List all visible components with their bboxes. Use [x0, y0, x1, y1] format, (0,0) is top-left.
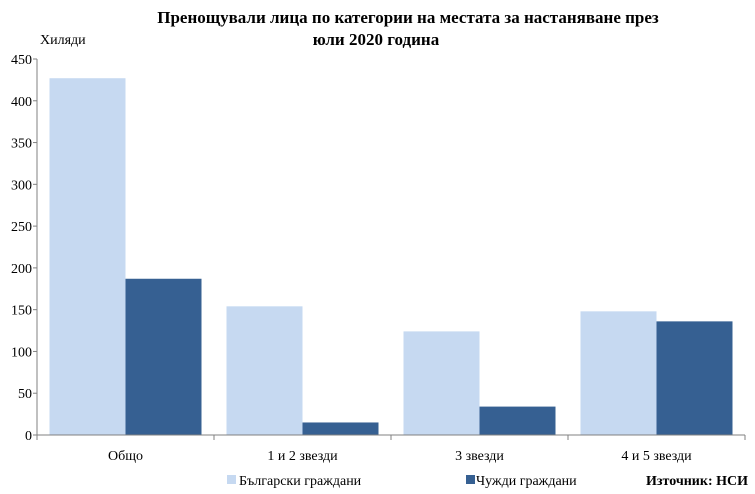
legend: Български граждани Чужди граждани [227, 474, 577, 489]
source-note: Източник: НСИ [646, 474, 748, 489]
y-tick-label: 300 [11, 178, 32, 193]
y-tick-label: 250 [11, 220, 32, 235]
legend-label-foreign: Чужди граждани [476, 474, 577, 489]
y-tick-label: 350 [11, 137, 32, 152]
bar-foreign [125, 278, 202, 435]
bar-foreign [302, 422, 379, 435]
x-category-label: 4 и 5 звезди [621, 449, 692, 464]
y-tick-label: 400 [11, 95, 32, 110]
y-tick-label: 200 [11, 262, 32, 277]
legend-swatch-bulgarian [227, 475, 236, 484]
bar-foreign [656, 321, 733, 435]
bar-bulgarian [580, 311, 657, 435]
y-tick-label: 450 [11, 53, 32, 68]
legend-swatch-foreign [466, 475, 475, 484]
y-tick-label: 150 [11, 304, 32, 319]
bar-bulgarian [49, 78, 126, 436]
chart-title-line-2: юли 2020 година [313, 30, 440, 49]
legend-label-bulgarian: Български граждани [239, 474, 362, 489]
y-axis-unit-label: Хиляди [40, 33, 86, 48]
x-category-label: Общо [108, 449, 143, 464]
bar-bulgarian [226, 306, 303, 435]
y-tick-label: 50 [18, 387, 32, 402]
y-tick-label: 0 [25, 429, 32, 444]
bar-foreign [479, 406, 556, 435]
x-category-label: 3 звезди [455, 449, 504, 464]
y-tick-label: 100 [11, 345, 32, 360]
chart-title-line-1: Пренощували лица по категории на местата… [157, 8, 659, 27]
bar-bulgarian [403, 331, 480, 435]
x-category-label: 1 и 2 звезди [267, 449, 338, 464]
